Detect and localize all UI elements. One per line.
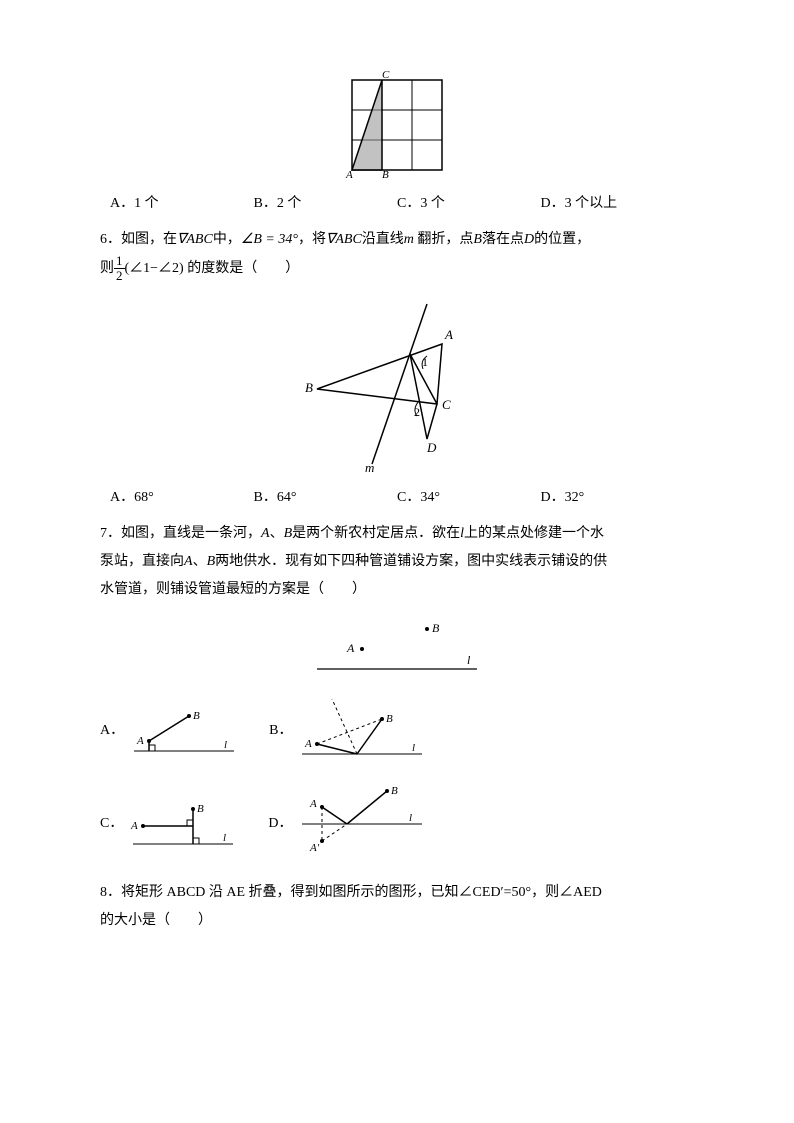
- q7-B2: B: [207, 554, 216, 569]
- q5-option-b: B．2 个: [254, 190, 398, 218]
- q6-option-a: A．68°: [110, 484, 254, 512]
- q6-option-d: D．32°: [541, 484, 685, 512]
- q7-l2-p2: 、: [193, 554, 207, 569]
- q6-label-c: C: [442, 397, 451, 412]
- q6-p1: 6．如图，在: [100, 232, 177, 247]
- q7-text-line2: 泵站，直接向A、B两地供水．现有如下四种管道铺设方案，图中实线表示铺设的供: [100, 548, 694, 576]
- triangle-fold-svg: A B C D m 1 2: [297, 294, 497, 474]
- q6-label-d: D: [426, 440, 437, 455]
- q6-p6: 落在点: [482, 232, 524, 247]
- q6-p7: 的位置，: [534, 232, 590, 247]
- q7-optd-svg: A B l A′: [297, 779, 427, 869]
- q6-options: A．68° B．64° C．34° D．32°: [100, 484, 694, 512]
- q6-option-b: B．64°: [254, 484, 398, 512]
- svg-text:l: l: [223, 832, 226, 844]
- svg-text:l: l: [409, 812, 412, 824]
- q7-text-line1: 7．如图，直线是一条河，A、B是两个新农村定居点．欲在l上的某点处修建一个水: [100, 520, 694, 548]
- grid-label-a: A: [345, 169, 353, 180]
- q6-p9: (∠1−∠2) 的度数是（ ）: [125, 261, 300, 276]
- q7-opt-c-label: C．: [100, 810, 123, 838]
- svg-text:B: B: [391, 785, 398, 797]
- q6-frac: 12: [114, 254, 125, 284]
- grid-label-b: B: [382, 169, 389, 180]
- q7-l1-p2: 、: [270, 526, 284, 541]
- q7-optc-svg: A B l: [128, 794, 238, 854]
- grid-label-c: C: [382, 70, 390, 81]
- q7-main-l: l: [467, 653, 471, 667]
- q7-options-row2: C． A B l D． A B l A′: [100, 779, 694, 869]
- svg-text:B: B: [386, 713, 393, 725]
- q7-main-b: B: [432, 621, 440, 635]
- q6-label-m: m: [365, 460, 374, 474]
- q8-text-line2: 的大小是（ ）: [100, 907, 694, 935]
- svg-text:A: A: [304, 738, 312, 750]
- q5-option-a: A．1 个: [110, 190, 254, 218]
- q6-B: B: [473, 232, 482, 247]
- q5-option-d: D．3 个以上: [541, 190, 685, 218]
- q7-A1: A: [261, 526, 270, 541]
- q7-main-diagram: A B l: [100, 614, 694, 684]
- q6-triangle1: ∇ABC: [177, 232, 213, 247]
- q6-p8: 则: [100, 261, 114, 276]
- q7-opta-svg: A B l: [129, 701, 239, 761]
- q6-angle: ∠B = 34°: [241, 232, 298, 247]
- q7-A2: A: [184, 554, 193, 569]
- q7-B1: B: [284, 526, 293, 541]
- q7-l1-p3: 是两个新农村定居点．欲在: [292, 526, 460, 541]
- q5-options: A．1 个 B．2 个 C．3 个 D．3 个以上: [100, 190, 694, 218]
- svg-text:l: l: [412, 742, 415, 754]
- q7-optb-svg: A B l: [297, 694, 427, 769]
- svg-text:A: A: [309, 798, 317, 810]
- q7-l2-p1: 泵站，直接向: [100, 554, 184, 569]
- q6-text: 6．如图，在∇ABC中，∠B = 34°，将∇ABC沿直线m 翻折，点B落在点D…: [100, 226, 694, 254]
- q7-opt-d-label: D．: [268, 810, 292, 838]
- grid-triangle-svg: A B C: [342, 70, 452, 180]
- q7-l1-p1: 7．如图，直线是一条河，: [100, 526, 261, 541]
- svg-text:B: B: [197, 803, 204, 815]
- q7-options-row1: A． A B l B． A B l: [100, 694, 694, 769]
- q7-text-line3: 水管道，则铺设管道最短的方案是（ ）: [100, 576, 694, 604]
- q6-p2: 中，: [213, 232, 241, 247]
- q8-text-line1: 8．将矩形 ABCD 沿 AE 折叠，得到如图所示的图形，已知∠CED′=50°…: [100, 879, 694, 907]
- svg-text:l: l: [224, 739, 227, 751]
- svg-text:A′: A′: [309, 842, 320, 854]
- q6-diagram: A B C D m 1 2: [100, 294, 694, 474]
- q5-option-c: C．3 个: [397, 190, 541, 218]
- q6-m: m: [404, 232, 414, 247]
- q6-p5: 翻折，点: [414, 232, 474, 247]
- svg-text:A: A: [136, 735, 144, 747]
- q6-text-line2: 则12(∠1−∠2) 的度数是（ ）: [100, 254, 694, 284]
- q5-diagram: A B C: [100, 70, 694, 180]
- q6-p4: 沿直线: [362, 232, 404, 247]
- q6-p3: ，将: [298, 232, 326, 247]
- q6-label-b: B: [305, 380, 313, 395]
- q7-l1-p4: 上的某点处修建一个水: [464, 526, 604, 541]
- q6-D: D: [524, 232, 534, 247]
- q7-opt-b-label: B．: [269, 717, 292, 745]
- q6-option-c: C．34°: [397, 484, 541, 512]
- svg-text:B: B: [193, 710, 200, 722]
- q7-main-a: A: [346, 641, 355, 655]
- q6-label-a: A: [444, 327, 453, 342]
- svg-text:A: A: [130, 820, 138, 832]
- q7-opt-a-label: A．: [100, 717, 124, 745]
- q6-triangle2: ∇ABC: [326, 232, 362, 247]
- q7-l2-p3: 两地供水．现有如下四种管道铺设方案，图中实线表示铺设的供: [215, 554, 607, 569]
- q7-river-svg: A B l: [307, 614, 487, 684]
